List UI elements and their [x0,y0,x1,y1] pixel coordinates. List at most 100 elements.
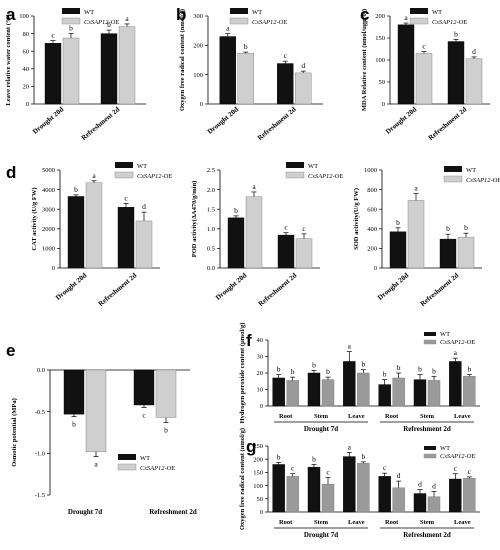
bar-wt [227,217,245,269]
legend-swatch-oe [229,17,249,25]
x-category-label: Drought 20d [54,271,88,301]
bar-oe [407,200,425,269]
significance-label: c [284,223,288,232]
significance-label: a [414,184,418,193]
bar-wt [272,377,285,407]
legend-label-oe: CsSAP12-OE [440,453,475,460]
panel-letter-f: f [246,331,252,350]
x-category-label: Drought 7d [68,508,102,516]
y-tick-label: 300 [193,13,203,20]
bar-oe [392,487,405,513]
y-tick-label: 800 [367,187,377,194]
bar-wt [389,231,407,269]
x-category-label: Leave [348,413,365,420]
legend: WT CsSAP12-OE [409,8,467,26]
legend: WT CsSAP12-OE [443,166,500,184]
x-category-label: Refreshment 2d [257,271,299,308]
panel-letter-a: a [6,5,16,24]
chart-a: a 0 20 40 60 80 100 Leave relative water conten… [5,5,146,142]
significance-label: c [302,224,306,233]
bar-oe [245,196,263,269]
panel-letter-b: b [176,5,186,24]
significance-label: d [397,471,401,480]
legend-label-oe: CsSAP12-OE [137,173,172,180]
significance-label: a [348,342,352,351]
y-axis-label: Oxygen free radical content (nmol/g) [179,9,186,111]
significance-label: b [234,206,238,215]
legend-swatch-oe [61,17,81,25]
y-tick-label: 80 [23,31,30,38]
x-category-label: Refreshment 2d [97,271,139,308]
y-tick-label: 200 [375,13,385,20]
bar-wt [413,379,427,407]
legend-swatch-wt [230,8,248,14]
significance-label: b [383,370,387,379]
y-tick-label: 4000 [42,187,55,194]
legend: WT CsSAP12-OE [114,162,172,180]
x-category-label: Drought 20d [31,105,65,135]
significance-label: b [277,452,281,461]
bar-wt [343,456,356,513]
y-tick-label: 400 [367,226,377,233]
significance-label: b [107,20,111,29]
chart-b: b 0 100 200 300 Oxygen free radical content (… [176,5,323,142]
significance-label: c [142,411,146,420]
y-tick-label: 0.0 [207,265,215,272]
y-axis-label: POD activity(ΔA470/g/min) [191,181,198,257]
x-category-label: Stem [314,519,329,526]
significance-label: b [454,29,458,38]
bar-oe [357,372,370,407]
y-axis-label: MDA Relative content (nmol/ugprot) [361,9,368,111]
y-axis-label: Leave relative water content (%) [5,14,12,105]
x-category-label: Root [385,519,399,526]
y-axis-label: CAT activity (U/g FW) [31,187,38,250]
y-axis-label: Hydrogen peroxide content (μmol/g) [239,323,246,424]
y-axis-label: Oxygen free radical content (nmol/g) [239,428,246,530]
legend-label-wt: WT [466,167,476,174]
x-category-label: Drought 20d [214,271,248,301]
y-tick-label: 200 [367,246,377,253]
x-category-label: Drought 20d [206,105,240,135]
bar-wt [307,372,321,407]
legend-swatch-wt [286,162,304,168]
bar-wt [44,43,62,105]
y-tick-label: 100 [193,72,203,79]
legend-label-wt: WT [252,9,262,16]
y-tick-label: 1.0 [207,226,215,233]
significance-label: d [472,47,476,56]
significance-label: c [422,42,426,51]
y-tick-label: 100 [253,483,263,490]
y-tick-label: -1.5 [35,492,45,499]
significance-label: b [312,361,316,370]
bar-oe [415,53,433,105]
legend-label-wt: WT [440,445,450,452]
bar-wt [272,464,285,513]
significance-label: b [464,223,468,232]
legend-label-wt: WT [140,455,150,462]
y-tick-label: 1000 [42,246,55,253]
y-tick-label: 100 [19,13,29,20]
significance-label: c [454,464,458,473]
significance-label: b [467,365,471,374]
legend: WT CsSAP12-OE [285,162,343,180]
legend-swatch-wt [424,446,436,450]
legend-swatch-wt [410,8,428,14]
y-tick-label: 5000 [42,167,55,174]
x-category-label: Root [279,413,293,420]
y-axis-label: Osmotic potential (MPa) [11,398,18,467]
legend-swatch-oe [409,17,429,25]
bar-oe [321,379,335,407]
y-tick-label: 0 [374,265,377,272]
x-category-label: Root [279,519,293,526]
bar-wt [449,478,462,513]
bar-wt [63,369,85,415]
significance-label: b [277,365,281,374]
x-category-label: Refreshment 2d [427,105,469,142]
y-tick-label: 600 [367,206,377,213]
bar-wt [67,196,85,269]
bar-wt [100,33,118,105]
legend-label-oe: CsSAP12-OE [140,465,175,472]
significance-label: b [326,367,330,376]
chart-g: g 0 50 100 150 200 250 Oxygen free radical cont… [239,428,480,539]
legend-label-oe: CsSAP12-OE [308,173,343,180]
